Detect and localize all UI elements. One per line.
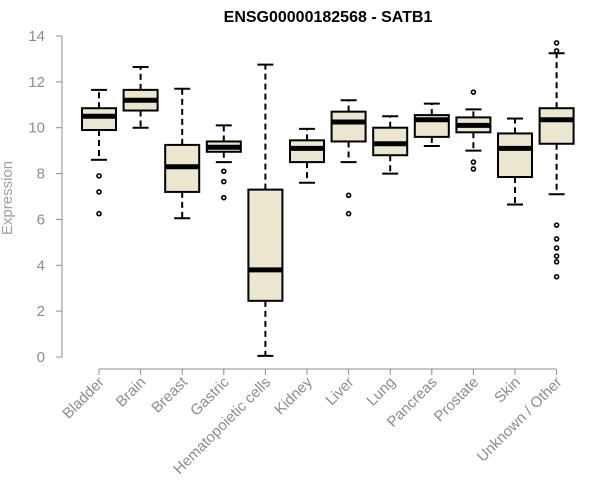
outlier-point <box>553 222 560 228</box>
x-tick-label: Liver <box>322 374 357 409</box>
box-prostate <box>455 89 492 172</box>
y-tick-label: 8 <box>37 166 45 183</box>
x-tick-label: Lung <box>363 374 399 410</box>
box-skin <box>497 117 533 206</box>
y-tick-label: 4 <box>37 257 45 274</box>
x-tick-label: Bladder <box>59 374 108 423</box>
box-hematopoietic-cells <box>247 63 284 357</box>
outlier-point <box>553 48 560 54</box>
outlier-point <box>96 210 102 217</box>
x-tick-label: Skin <box>491 374 524 407</box>
box-body <box>81 107 117 132</box>
outlier-point <box>345 210 352 217</box>
box-unknown-other <box>538 40 575 280</box>
box-body <box>289 139 325 164</box>
outlier-point <box>96 189 102 195</box>
outlier-point <box>470 159 477 165</box>
box-liver <box>330 99 367 217</box>
box-pancreas <box>413 102 450 148</box>
outlier-point <box>221 178 227 185</box>
box-series <box>81 40 575 357</box>
box-kidney <box>289 127 325 184</box>
y-tick-label: 0 <box>37 349 45 366</box>
box-breast <box>164 87 201 220</box>
box-body <box>330 110 367 143</box>
outlier-point <box>553 253 560 259</box>
y-tick-label: 6 <box>37 211 45 228</box>
y-tick-label: 10 <box>28 120 45 137</box>
box-body <box>497 132 533 179</box>
outlier-point <box>553 245 560 251</box>
outlier-point <box>96 173 102 179</box>
box-body <box>538 107 575 145</box>
y-axis-label: Expression <box>0 161 16 235</box>
outlier-point <box>221 168 227 175</box>
outlier-point <box>470 89 477 95</box>
x-tick-label: Kidney <box>271 373 316 418</box>
box-body <box>247 188 284 302</box>
outlier-point <box>553 259 560 265</box>
outlier-point <box>221 194 227 201</box>
outlier-point <box>553 236 560 242</box>
outlier-point <box>553 40 560 46</box>
box-lung <box>372 115 409 175</box>
y-tick-label: 14 <box>28 28 45 45</box>
y-tick-label: 12 <box>28 74 45 91</box>
outlier-point <box>470 166 477 172</box>
y-axis: 0 2 4 6 8 10 12 14 <box>28 28 63 366</box>
box-bladder <box>81 88 117 217</box>
y-tick-label: 2 <box>37 303 45 320</box>
x-tick-label: Prostate <box>431 374 483 426</box>
box-brain <box>122 65 159 129</box>
x-tick-label: Brain <box>113 374 150 411</box>
box-gastric <box>205 124 242 201</box>
chart-title: ENSG00000182568 - SATB1 <box>224 9 433 26</box>
x-tick-label: Breast <box>148 373 191 416</box>
outlier-point <box>553 273 560 280</box>
outlier-point <box>345 192 352 199</box>
